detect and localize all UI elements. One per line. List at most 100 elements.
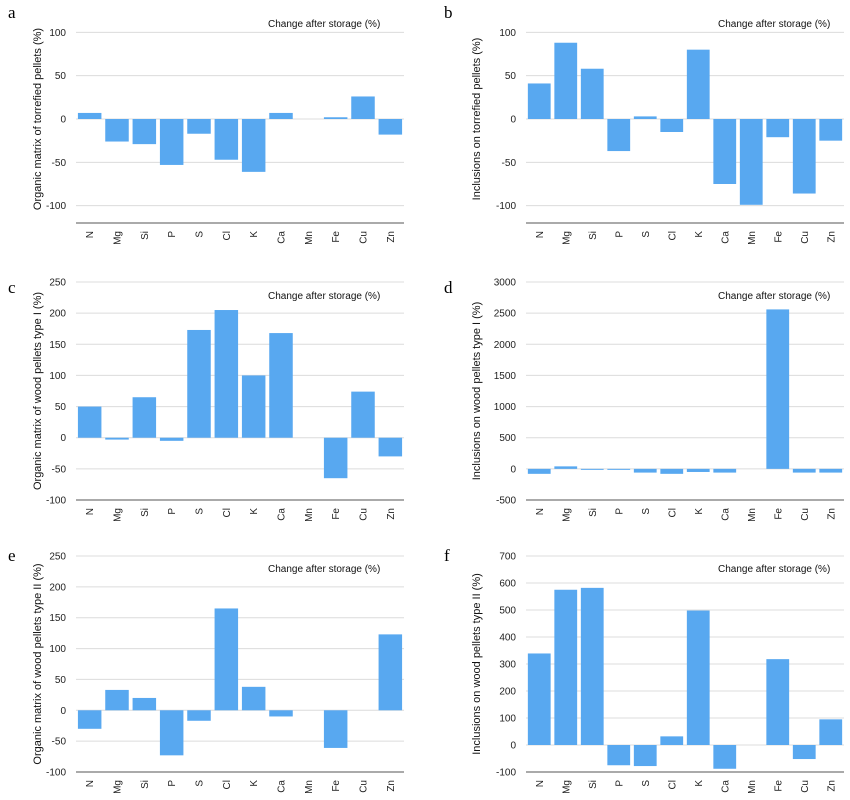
x-tick-label: P bbox=[167, 508, 178, 515]
x-tick-label: K bbox=[694, 780, 705, 787]
x-tick-label: S bbox=[641, 780, 652, 787]
x-tick-label: Cl bbox=[667, 508, 678, 517]
bar-cl bbox=[214, 119, 239, 160]
y-tick-label: 50 bbox=[55, 71, 67, 82]
y-axis-label: Inclusions on wood pellets type II (%) bbox=[471, 573, 483, 755]
y-tick-label: 3000 bbox=[494, 278, 517, 289]
bar-fe bbox=[766, 659, 790, 745]
x-tick-label: Zn bbox=[826, 508, 837, 520]
x-tick-label: P bbox=[167, 231, 178, 238]
bar-mg bbox=[105, 689, 129, 711]
bar-mg bbox=[105, 437, 129, 440]
y-tick-label: -100 bbox=[46, 201, 66, 212]
x-tick-label: Ca bbox=[277, 780, 288, 793]
panel-c: c -100 -50 0 50 100 150 200 250 N Mg Si P S Cl K Ca Mn Fe C… bbox=[8, 278, 404, 522]
y-tick-label: -100 bbox=[496, 768, 516, 779]
y-tick-label: 0 bbox=[60, 433, 66, 444]
bar-fe bbox=[766, 119, 790, 138]
x-tick-label: Fe bbox=[331, 231, 342, 243]
y-tick-label: 300 bbox=[499, 660, 516, 671]
bar-p bbox=[159, 710, 184, 756]
x-tick-label: P bbox=[614, 508, 625, 515]
bar-s bbox=[187, 710, 211, 721]
x-tick-label: Si bbox=[588, 508, 599, 517]
bar-s bbox=[633, 116, 657, 119]
y-tick-label: 1000 bbox=[494, 402, 517, 413]
y-tick-label: 200 bbox=[49, 582, 66, 593]
y-tick-label: 600 bbox=[499, 579, 516, 590]
bar-fe bbox=[323, 117, 348, 119]
x-tick-label: S bbox=[195, 231, 206, 238]
x-tick-label: S bbox=[641, 508, 652, 515]
x-tick-label: N bbox=[535, 508, 546, 515]
x-tick-label: Mg bbox=[113, 508, 124, 522]
y-tick-label: 100 bbox=[49, 371, 66, 382]
y-axis-label: Organic matrix of wood pellets type I (%… bbox=[32, 292, 44, 490]
y-axis-label: Inclusions on torrefied pellets (%) bbox=[471, 38, 483, 201]
x-tick-label: N bbox=[535, 231, 546, 238]
x-tick-label: Mg bbox=[561, 508, 572, 522]
bar-zn bbox=[819, 468, 843, 473]
x-tick-label: K bbox=[249, 508, 260, 515]
y-tick-label: 50 bbox=[505, 71, 517, 82]
y-tick-label: 200 bbox=[499, 687, 516, 698]
bar-mg bbox=[105, 119, 129, 142]
x-tick-label: S bbox=[195, 780, 206, 787]
x-tick-label: Cu bbox=[359, 231, 370, 244]
x-tick-label: S bbox=[195, 508, 206, 515]
y-tick-label: 0 bbox=[510, 464, 516, 475]
bar-zn bbox=[819, 119, 843, 141]
y-tick-label: -500 bbox=[496, 496, 516, 507]
x-tick-label: Ca bbox=[277, 231, 288, 244]
bar-ca bbox=[713, 745, 737, 769]
bar-zn bbox=[378, 634, 403, 711]
panel-letter: b bbox=[444, 3, 453, 22]
x-tick-label: K bbox=[249, 231, 260, 238]
bar-s bbox=[187, 329, 211, 438]
bar-fe bbox=[323, 437, 348, 479]
bar-n bbox=[77, 406, 102, 438]
bar-mg bbox=[554, 42, 578, 119]
x-tick-label: Ca bbox=[720, 508, 731, 521]
chart-title: Change after storage (%) bbox=[718, 291, 830, 302]
bar-si bbox=[132, 119, 157, 145]
x-tick-label: P bbox=[167, 780, 178, 787]
bar-cu bbox=[351, 391, 375, 438]
x-tick-label: Mg bbox=[113, 231, 124, 245]
x-tick-label: K bbox=[694, 508, 705, 515]
bar-mg bbox=[554, 466, 578, 469]
bar-k bbox=[686, 468, 710, 472]
x-tick-label: Cl bbox=[667, 231, 678, 240]
x-tick-label: Mn bbox=[747, 780, 758, 794]
panel-letter: a bbox=[8, 3, 16, 22]
chart-title: Change after storage (%) bbox=[718, 19, 830, 30]
bar-k bbox=[241, 119, 266, 172]
y-tick-label: 100 bbox=[49, 644, 66, 655]
bar-si bbox=[132, 697, 157, 711]
bar-cl bbox=[660, 119, 684, 132]
x-tick-label: K bbox=[249, 780, 260, 787]
x-tick-label: Cl bbox=[222, 231, 233, 240]
y-axis-label: Organic matrix of wood pellets type II (… bbox=[32, 563, 44, 764]
y-tick-label: -100 bbox=[496, 201, 516, 212]
y-tick-label: 100 bbox=[49, 28, 66, 39]
bar-p bbox=[159, 119, 184, 165]
x-tick-label: Mn bbox=[304, 231, 315, 245]
x-tick-label: Cl bbox=[222, 780, 233, 789]
chart-title: Change after storage (%) bbox=[268, 564, 380, 575]
y-tick-label: 0 bbox=[60, 115, 66, 126]
bar-fe bbox=[766, 309, 790, 469]
bar-n bbox=[527, 83, 551, 119]
x-tick-label: Cu bbox=[800, 780, 811, 793]
bar-si bbox=[580, 587, 604, 745]
x-tick-label: Cl bbox=[667, 780, 678, 789]
x-tick-label: Zn bbox=[386, 231, 397, 243]
x-tick-label: Si bbox=[140, 780, 151, 789]
x-tick-label: Fe bbox=[773, 508, 784, 520]
y-tick-label: 50 bbox=[55, 402, 67, 413]
y-tick-label: -50 bbox=[502, 158, 517, 169]
x-tick-label: Mn bbox=[304, 508, 315, 522]
bar-si bbox=[580, 68, 604, 119]
y-tick-label: 50 bbox=[55, 675, 67, 686]
